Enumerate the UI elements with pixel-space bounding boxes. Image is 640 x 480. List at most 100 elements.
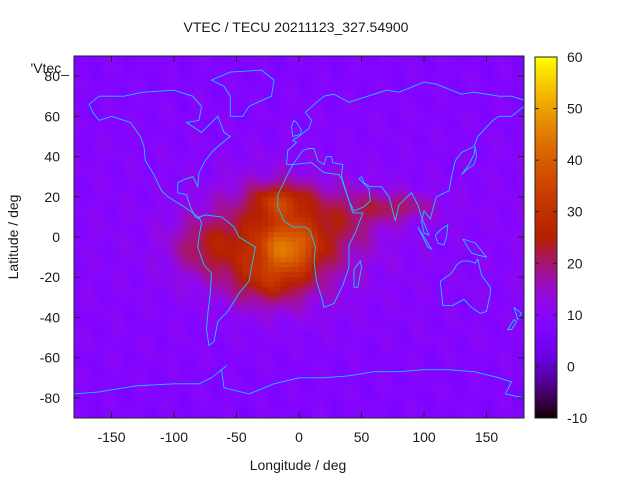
heatmap-cell — [99, 201, 106, 208]
heatmap-cell — [174, 287, 181, 293]
heatmap-cell — [467, 216, 475, 223]
heatmap-cell — [111, 101, 119, 107]
heatmap-cell — [167, 86, 175, 92]
heatmap-cell — [192, 196, 200, 203]
heatmap-cell — [386, 347, 394, 354]
heatmap-cell — [74, 397, 81, 404]
heatmap-cell — [105, 201, 112, 208]
heatmap-cell — [355, 136, 362, 142]
heatmap-cell — [324, 76, 331, 82]
heatmap-cell — [149, 287, 156, 293]
heatmap-cell — [467, 312, 475, 318]
heatmap-cell — [374, 342, 381, 349]
heatmap-cell — [186, 221, 194, 228]
heatmap-cell — [192, 226, 200, 233]
heatmap-cell — [436, 312, 444, 318]
heatmap-cell — [355, 257, 362, 263]
heatmap-cell — [192, 357, 200, 364]
heatmap-cell — [180, 101, 187, 107]
heatmap-cell — [267, 186, 275, 193]
heatmap-cell — [149, 126, 156, 132]
heatmap-cell — [499, 71, 506, 77]
heatmap-cell — [224, 166, 231, 173]
heatmap-cell — [261, 302, 269, 308]
heatmap-cell — [361, 297, 369, 303]
heatmap-cell — [330, 151, 337, 157]
heatmap-cell — [124, 116, 131, 122]
heatmap-cell — [180, 332, 187, 338]
heatmap-cell — [430, 292, 437, 298]
heatmap-cell — [211, 377, 219, 384]
heatmap-cell — [267, 176, 275, 183]
heatmap-cell — [342, 166, 350, 173]
heatmap-cell — [186, 387, 194, 394]
heatmap-cell — [424, 342, 431, 349]
heatmap-cell — [149, 66, 156, 72]
heatmap-cell — [186, 101, 194, 107]
heatmap-cell — [480, 247, 487, 253]
heatmap-cell — [449, 367, 456, 374]
heatmap-cell — [280, 191, 287, 198]
heatmap-cell — [99, 101, 106, 107]
heatmap-cell — [305, 292, 312, 298]
heatmap-cell — [374, 216, 381, 223]
heatmap-cell — [124, 357, 131, 364]
heatmap-cell — [274, 221, 281, 228]
heatmap-cell — [255, 337, 262, 343]
heatmap-cell — [161, 267, 169, 273]
heatmap-cell — [149, 206, 156, 213]
heatmap-cell — [417, 196, 425, 203]
heatmap-cell — [424, 166, 431, 173]
heatmap-cell — [186, 402, 194, 409]
heatmap-cell — [74, 392, 81, 399]
heatmap-cell — [180, 231, 187, 238]
heatmap-cell — [436, 166, 444, 173]
heatmap-cell — [217, 237, 225, 243]
heatmap-cell — [349, 272, 356, 278]
heatmap-cell — [517, 392, 525, 399]
heatmap-cell — [399, 106, 406, 112]
heatmap-cell — [130, 347, 137, 354]
heatmap-cell — [330, 206, 337, 213]
heatmap-cell — [461, 347, 469, 354]
heatmap-cell — [186, 111, 194, 117]
heatmap-cell — [105, 211, 112, 218]
heatmap-cell — [80, 171, 87, 178]
heatmap-cell — [105, 146, 112, 152]
heatmap-cell — [474, 166, 481, 173]
heatmap-cell — [292, 91, 300, 97]
heatmap-cell — [299, 342, 306, 349]
heatmap-cell — [367, 247, 375, 253]
heatmap-cell — [392, 226, 400, 233]
heatmap-cell — [480, 156, 487, 162]
heatmap-cell — [174, 292, 181, 298]
heatmap-cell — [174, 171, 181, 178]
heatmap-cell — [117, 136, 125, 142]
heatmap-cell — [405, 332, 412, 338]
heatmap-cell — [442, 101, 450, 107]
heatmap-cell — [124, 221, 131, 228]
heatmap-cell — [374, 367, 381, 374]
heatmap-cell — [111, 237, 119, 243]
heatmap-cell — [130, 292, 137, 298]
heatmap-cell — [124, 297, 131, 303]
heatmap-cell — [405, 171, 412, 178]
heatmap-cell — [367, 131, 375, 137]
heatmap-cell — [517, 206, 525, 213]
heatmap-cell — [192, 262, 200, 268]
heatmap-cell — [417, 337, 425, 343]
heatmap-cell — [399, 252, 406, 258]
heatmap-cell — [299, 357, 306, 364]
heatmap-cell — [205, 257, 212, 263]
heatmap-cell — [99, 61, 106, 67]
heatmap-cell — [249, 81, 256, 87]
heatmap-cell — [280, 357, 287, 364]
heatmap-cell — [336, 136, 344, 142]
heatmap-cell — [317, 237, 325, 243]
heatmap-cell — [436, 357, 444, 364]
heatmap-cell — [461, 317, 469, 323]
heatmap-cell — [505, 166, 512, 173]
heatmap-cell — [99, 76, 106, 82]
heatmap-cell — [99, 357, 106, 364]
heatmap-cell — [205, 126, 212, 132]
